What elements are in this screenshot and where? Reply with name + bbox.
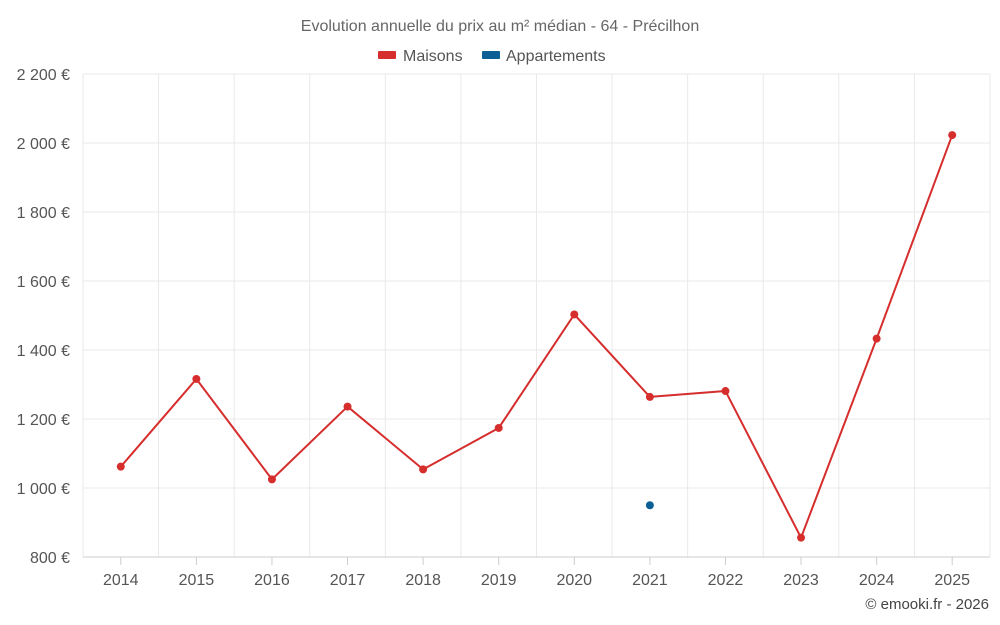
- y-tick-label: 1 000 €: [17, 481, 70, 498]
- y-tick-label: 800 €: [30, 550, 70, 567]
- y-tick-label: 2 200 €: [17, 67, 70, 84]
- x-tick-label: 2016: [254, 572, 290, 589]
- x-tick-label: 2024: [859, 572, 895, 589]
- legend-swatch-maisons: [378, 51, 396, 59]
- x-tick-label: 2022: [708, 572, 744, 589]
- x-axis: 2014 2015 2016 2017 2018 2019 2020 2021 2022 2023…: [83, 556, 990, 589]
- y-axis: 800 € 1 000 € 1 200 € 1 400 € 1 600 € 1 800 €…: [17, 67, 70, 567]
- x-tick-label: 2020: [556, 572, 592, 589]
- legend-item-maisons[interactable]: Maisons: [378, 48, 463, 65]
- x-tick-label: 2021: [632, 572, 668, 589]
- x-tick-label: 2018: [405, 572, 441, 589]
- data-point[interactable]: [721, 387, 730, 396]
- credit-text: © emooki.fr - 2026: [865, 596, 989, 613]
- data-point[interactable]: [192, 374, 201, 383]
- chart-title: Evolution annuelle du prix au m² médian …: [301, 18, 699, 35]
- x-tick-label: 2023: [783, 572, 819, 589]
- legend-label-appartements: Appartements: [506, 48, 606, 65]
- x-tick-label: 2019: [481, 572, 517, 589]
- series-line: [120, 134, 954, 539]
- data-point[interactable]: [267, 475, 276, 484]
- y-tick-label: 1 400 €: [17, 343, 70, 360]
- data-point[interactable]: [797, 533, 806, 542]
- series-appartements: [645, 501, 654, 510]
- y-tick-label: 1 600 €: [17, 274, 70, 291]
- x-tick-label: 2017: [330, 572, 366, 589]
- x-tick-label: 2025: [934, 572, 970, 589]
- data-point[interactable]: [948, 131, 957, 140]
- data-point[interactable]: [645, 501, 654, 510]
- series: [116, 131, 957, 542]
- data-point[interactable]: [494, 423, 503, 432]
- data-point[interactable]: [419, 465, 428, 474]
- series-maisons: [116, 131, 957, 542]
- legend-swatch-appartements: [482, 51, 500, 59]
- data-point[interactable]: [872, 334, 881, 343]
- data-point[interactable]: [645, 392, 654, 401]
- x-tick-label: 2015: [179, 572, 215, 589]
- legend[interactable]: Maisons Appartements: [378, 48, 606, 65]
- y-tick-label: 2 000 €: [17, 136, 70, 153]
- y-tick-label: 1 200 €: [17, 412, 70, 429]
- legend-label-maisons: Maisons: [403, 48, 463, 65]
- y-tick-label: 1 800 €: [17, 205, 70, 222]
- data-point[interactable]: [343, 402, 352, 411]
- legend-item-appartements[interactable]: Appartements: [482, 48, 606, 65]
- grid: [82, 73, 991, 557]
- data-point[interactable]: [116, 462, 125, 471]
- data-point[interactable]: [570, 310, 579, 319]
- x-tick-label: 2014: [103, 572, 139, 589]
